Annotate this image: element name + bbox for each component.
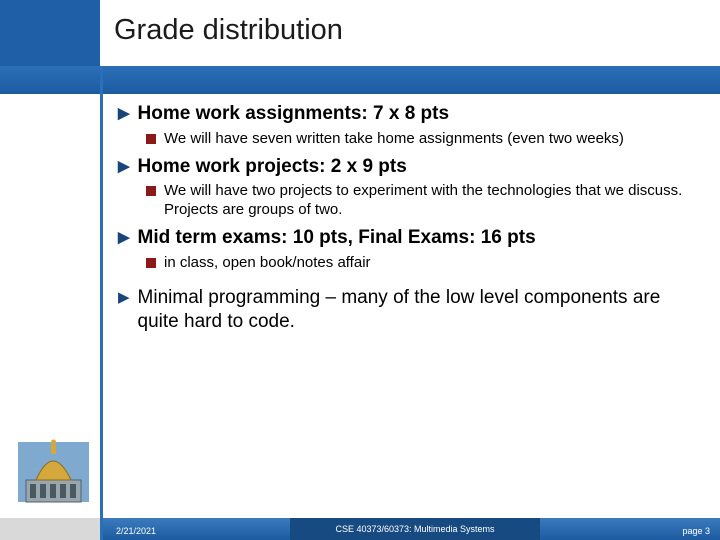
arrow-icon: ▶ (118, 229, 130, 248)
footer-date: 2/21/2021 (116, 526, 156, 536)
slide-footer: 2/21/2021 CSE 40373/60373: Multimedia Sy… (0, 518, 720, 540)
bullet-item: ▶ Home work assignments: 7 x 8 pts We wi… (118, 102, 698, 149)
side-rail (100, 66, 103, 540)
sub-bullet: We will have seven written take home ass… (146, 130, 698, 149)
bullet-heading: ▶ Home work projects: 2 x 9 pts (118, 155, 698, 179)
bullet-item: ▶ Minimal programming – many of the low … (118, 286, 698, 334)
footer-center: CSE 40373/60373: Multimedia Systems (290, 518, 540, 540)
slide-title: Grade distribution (114, 14, 343, 47)
heading-text: Home work assignments: 7 x 8 pts (138, 102, 450, 126)
square-bullet-icon (146, 258, 156, 268)
sub-text: We will have seven written take home ass… (164, 130, 624, 149)
heading-text: Minimal programming – many of the low le… (138, 286, 698, 334)
footer-page: page 3 (682, 526, 710, 536)
bullet-heading: ▶ Minimal programming – many of the low … (118, 286, 698, 334)
arrow-icon: ▶ (118, 105, 130, 124)
square-bullet-icon (146, 134, 156, 144)
bullet-item: ▶ Mid term exams: 10 pts, Final Exams: 1… (118, 226, 698, 273)
dome-icon (16, 412, 91, 512)
slide-body: ▶ Home work assignments: 7 x 8 pts We wi… (118, 102, 698, 340)
bullet-item: ▶ Home work projects: 2 x 9 pts We will … (118, 155, 698, 220)
sub-text: in class, open book/notes affair (164, 254, 371, 273)
sub-text: We will have two projects to experiment … (164, 182, 698, 220)
sub-bullet: in class, open book/notes affair (146, 254, 698, 273)
square-bullet-icon (146, 186, 156, 196)
arrow-icon: ▶ (118, 158, 130, 177)
sub-bullet: We will have two projects to experiment … (146, 182, 698, 220)
bullet-heading: ▶ Mid term exams: 10 pts, Final Exams: 1… (118, 226, 698, 250)
title-left-block (0, 0, 100, 66)
heading-text: Mid term exams: 10 pts, Final Exams: 16 … (138, 226, 536, 250)
slide: Grade distribution ▶ Home work assignmen… (0, 0, 720, 540)
footer-left-block (0, 518, 100, 540)
header-strip (0, 66, 720, 94)
footer-course: CSE 40373/60373: Multimedia Systems (335, 524, 494, 534)
heading-text: Home work projects: 2 x 9 pts (138, 155, 407, 179)
bullet-heading: ▶ Home work assignments: 7 x 8 pts (118, 102, 698, 126)
arrow-icon: ▶ (118, 289, 130, 308)
title-bar: Grade distribution (0, 0, 720, 66)
